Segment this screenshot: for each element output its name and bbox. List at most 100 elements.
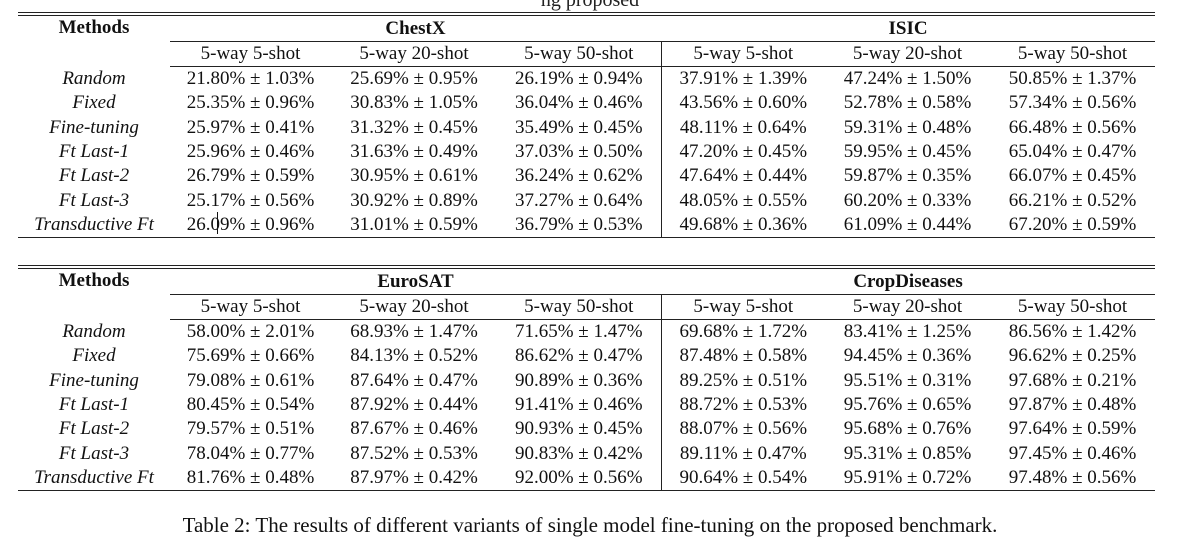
table-cell: 50.85% ± 1.37% <box>1008 68 1137 90</box>
table-row: Fine-tuning 25.97% ± 0.41% 31.32% ± 0.45… <box>18 115 1155 140</box>
table-cell: 92.00% ± 0.56% <box>497 465 662 492</box>
table-cell: 26.79% ± 0.59% <box>186 165 315 187</box>
method-label: Ft Last-1 <box>58 141 130 163</box>
table-cell: 75.69% ± 0.66% <box>186 345 315 367</box>
table-cell: 86.56% ± 1.42% <box>1008 321 1137 343</box>
table-cell: 58.00% ± 2.01% <box>186 321 315 343</box>
table-cell: 87.92% ± 0.44% <box>350 394 478 416</box>
method-label: Transductive Ft <box>18 212 170 239</box>
method-label: Ft Last-3 <box>58 442 130 464</box>
table-cell: 96.62% ± 0.25% <box>1008 345 1137 367</box>
table-cell: 79.57% ± 0.51% <box>186 418 315 440</box>
table-cell: 25.35% ± 0.96% <box>186 92 315 114</box>
subheader-50shot: 5-way 50-shot <box>497 294 662 320</box>
table-row: Transductive Ft 26.09% ± 0.96% 31.01% ± … <box>18 212 1156 239</box>
table-cell: 83.41% ± 1.25% <box>843 321 972 343</box>
table-cell: 31.32% ± 0.45% <box>350 116 478 138</box>
table-cell: 57.34% ± 0.56% <box>1008 92 1137 114</box>
table-cell: 87.97% ± 0.42% <box>331 465 497 492</box>
table-row: Ft Last-3 78.04% ± 0.77% 87.52% ± 0.53% … <box>18 441 1155 466</box>
table-cell: 67.20% ± 0.59% <box>990 212 1156 239</box>
method-label: Random <box>62 67 126 89</box>
table-cell: 59.31% ± 0.48% <box>843 116 972 138</box>
table-cell: 84.13% ± 0.52% <box>350 345 478 367</box>
results-table-chestx-isic: Methods ChestX ISIC 5-way 5-shot 5-way 2… <box>18 12 1156 239</box>
table-row: Ft Last-3 25.17% ± 0.56% 30.92% ± 0.89% … <box>18 188 1155 213</box>
subheader-5shot: 5-way 5-shot <box>170 41 331 67</box>
method-label: Fixed <box>72 92 116 114</box>
table-row: Random 58.00% ± 2.01% 68.93% ± 1.47% 71.… <box>18 319 1155 345</box>
subheader-20shot: 5-way 20-shot <box>825 294 991 320</box>
table-cell: 89.25% ± 0.51% <box>660 368 826 393</box>
table-cell: 90.89% ± 0.36% <box>514 369 643 391</box>
table-cell: 89.11% ± 0.47% <box>660 441 826 466</box>
table-cell: 59.95% ± 0.45% <box>843 141 972 163</box>
method-label: Ft Last-2 <box>58 165 130 187</box>
table-cell: 95.31% ± 0.85% <box>843 442 972 464</box>
table-cell: 60.20% ± 0.33% <box>843 189 972 211</box>
table-cell: 37.03% ± 0.50% <box>514 141 643 163</box>
table-cell: 91.41% ± 0.46% <box>514 394 643 416</box>
method-label: Transductive Ft <box>18 465 170 492</box>
results-table-eurosat-cropdiseases: Methods EuroSAT CropDiseases 5-way 5-sho… <box>18 265 1156 492</box>
table-cell: 36.04% ± 0.46% <box>514 92 643 114</box>
methods-header: Methods <box>18 265 170 320</box>
table-cell: 87.48% ± 0.58% <box>660 344 826 369</box>
table-cell: 68.93% ± 1.47% <box>350 321 478 343</box>
group-header-isic: ISIC <box>661 12 1156 42</box>
group-header-eurosat: EuroSAT <box>170 265 662 295</box>
table-cell: 47.24% ± 1.50% <box>843 68 972 90</box>
method-label: Fine-tuning <box>49 369 139 391</box>
table-cell: 36.24% ± 0.62% <box>514 165 643 187</box>
table-cell: 95.68% ± 0.76% <box>843 418 972 440</box>
table-cell: 43.56% ± 0.60% <box>660 91 826 116</box>
table-cell: 21.80% ± 1.03% <box>186 68 315 90</box>
table-row: Ft Last-2 79.57% ± 0.51% 87.67% ± 0.46% … <box>18 417 1155 442</box>
table-cell: 97.68% ± 0.21% <box>1008 369 1137 391</box>
table-cell: 37.91% ± 1.39% <box>660 66 826 92</box>
table-cell: 88.07% ± 0.56% <box>660 417 826 442</box>
table-cell: 25.97% ± 0.41% <box>186 116 315 138</box>
table-cell: 80.45% ± 0.54% <box>186 394 315 416</box>
table-row: Ft Last-1 25.96% ± 0.46% 31.63% ± 0.49% … <box>18 139 1155 165</box>
table-row: Ft Last-2 26.79% ± 0.59% 30.95% ± 0.61% … <box>18 164 1155 189</box>
table-cell: 95.76% ± 0.65% <box>843 394 972 416</box>
table-cell: 95.91% ± 0.72% <box>825 465 991 492</box>
table-cell: 66.48% ± 0.56% <box>1008 116 1137 138</box>
table-cell: 30.83% ± 1.05% <box>350 92 478 114</box>
table-cell: 71.65% ± 1.47% <box>514 321 643 343</box>
table-cell: 90.64% ± 0.54% <box>660 465 826 492</box>
table-cell: 36.79% ± 0.53% <box>497 212 662 239</box>
table-cell: 94.45% ± 0.36% <box>843 345 972 367</box>
table-cell: 47.64% ± 0.44% <box>660 164 826 189</box>
table-cell: 59.87% ± 0.35% <box>843 165 972 187</box>
table-cell: 86.62% ± 0.47% <box>514 345 643 367</box>
table-cell: 25.96% ± 0.46% <box>186 141 315 163</box>
table-cell: 87.52% ± 0.53% <box>350 442 478 464</box>
subheader-20shot: 5-way 20-shot <box>331 41 497 67</box>
table-cell: 88.72% ± 0.53% <box>660 392 826 418</box>
table-cell: 25.69% ± 0.95% <box>350 68 478 90</box>
subheader-5shot: 5-way 5-shot <box>660 41 826 67</box>
table-cell: 65.04% ± 0.47% <box>1008 141 1137 163</box>
table-cell: 87.67% ± 0.46% <box>350 418 478 440</box>
method-label: Fixed <box>72 345 116 367</box>
table-cell: 69.68% ± 1.72% <box>660 319 826 345</box>
cropped-top-text: ng proposed <box>540 0 640 11</box>
method-label: Random <box>62 320 126 342</box>
table-row: Fixed 25.35% ± 0.96% 30.83% ± 1.05% 36.0… <box>18 91 1155 116</box>
methods-header: Methods <box>18 12 170 67</box>
table-cell: 49.68% ± 0.36% <box>660 212 826 239</box>
method-label: Ft Last-3 <box>58 189 130 211</box>
table-cell: 87.64% ± 0.47% <box>350 369 478 391</box>
table-row: Fine-tuning 79.08% ± 0.61% 87.64% ± 0.47… <box>18 368 1155 393</box>
table-cell: 78.04% ± 0.77% <box>186 442 315 464</box>
table-cell: 66.07% ± 0.45% <box>1008 165 1137 187</box>
subheader-5shot: 5-way 5-shot <box>170 294 331 320</box>
table-cell: 26.09% ± 0.96% <box>170 212 331 239</box>
table-cell: 97.48% ± 0.56% <box>990 465 1156 492</box>
table-cell: 81.76% ± 0.48% <box>170 465 331 492</box>
table-cell: 90.93% ± 0.45% <box>514 418 643 440</box>
table-cell: 25.17% ± 0.56% <box>186 189 315 211</box>
table-cell: 61.09% ± 0.44% <box>825 212 991 239</box>
